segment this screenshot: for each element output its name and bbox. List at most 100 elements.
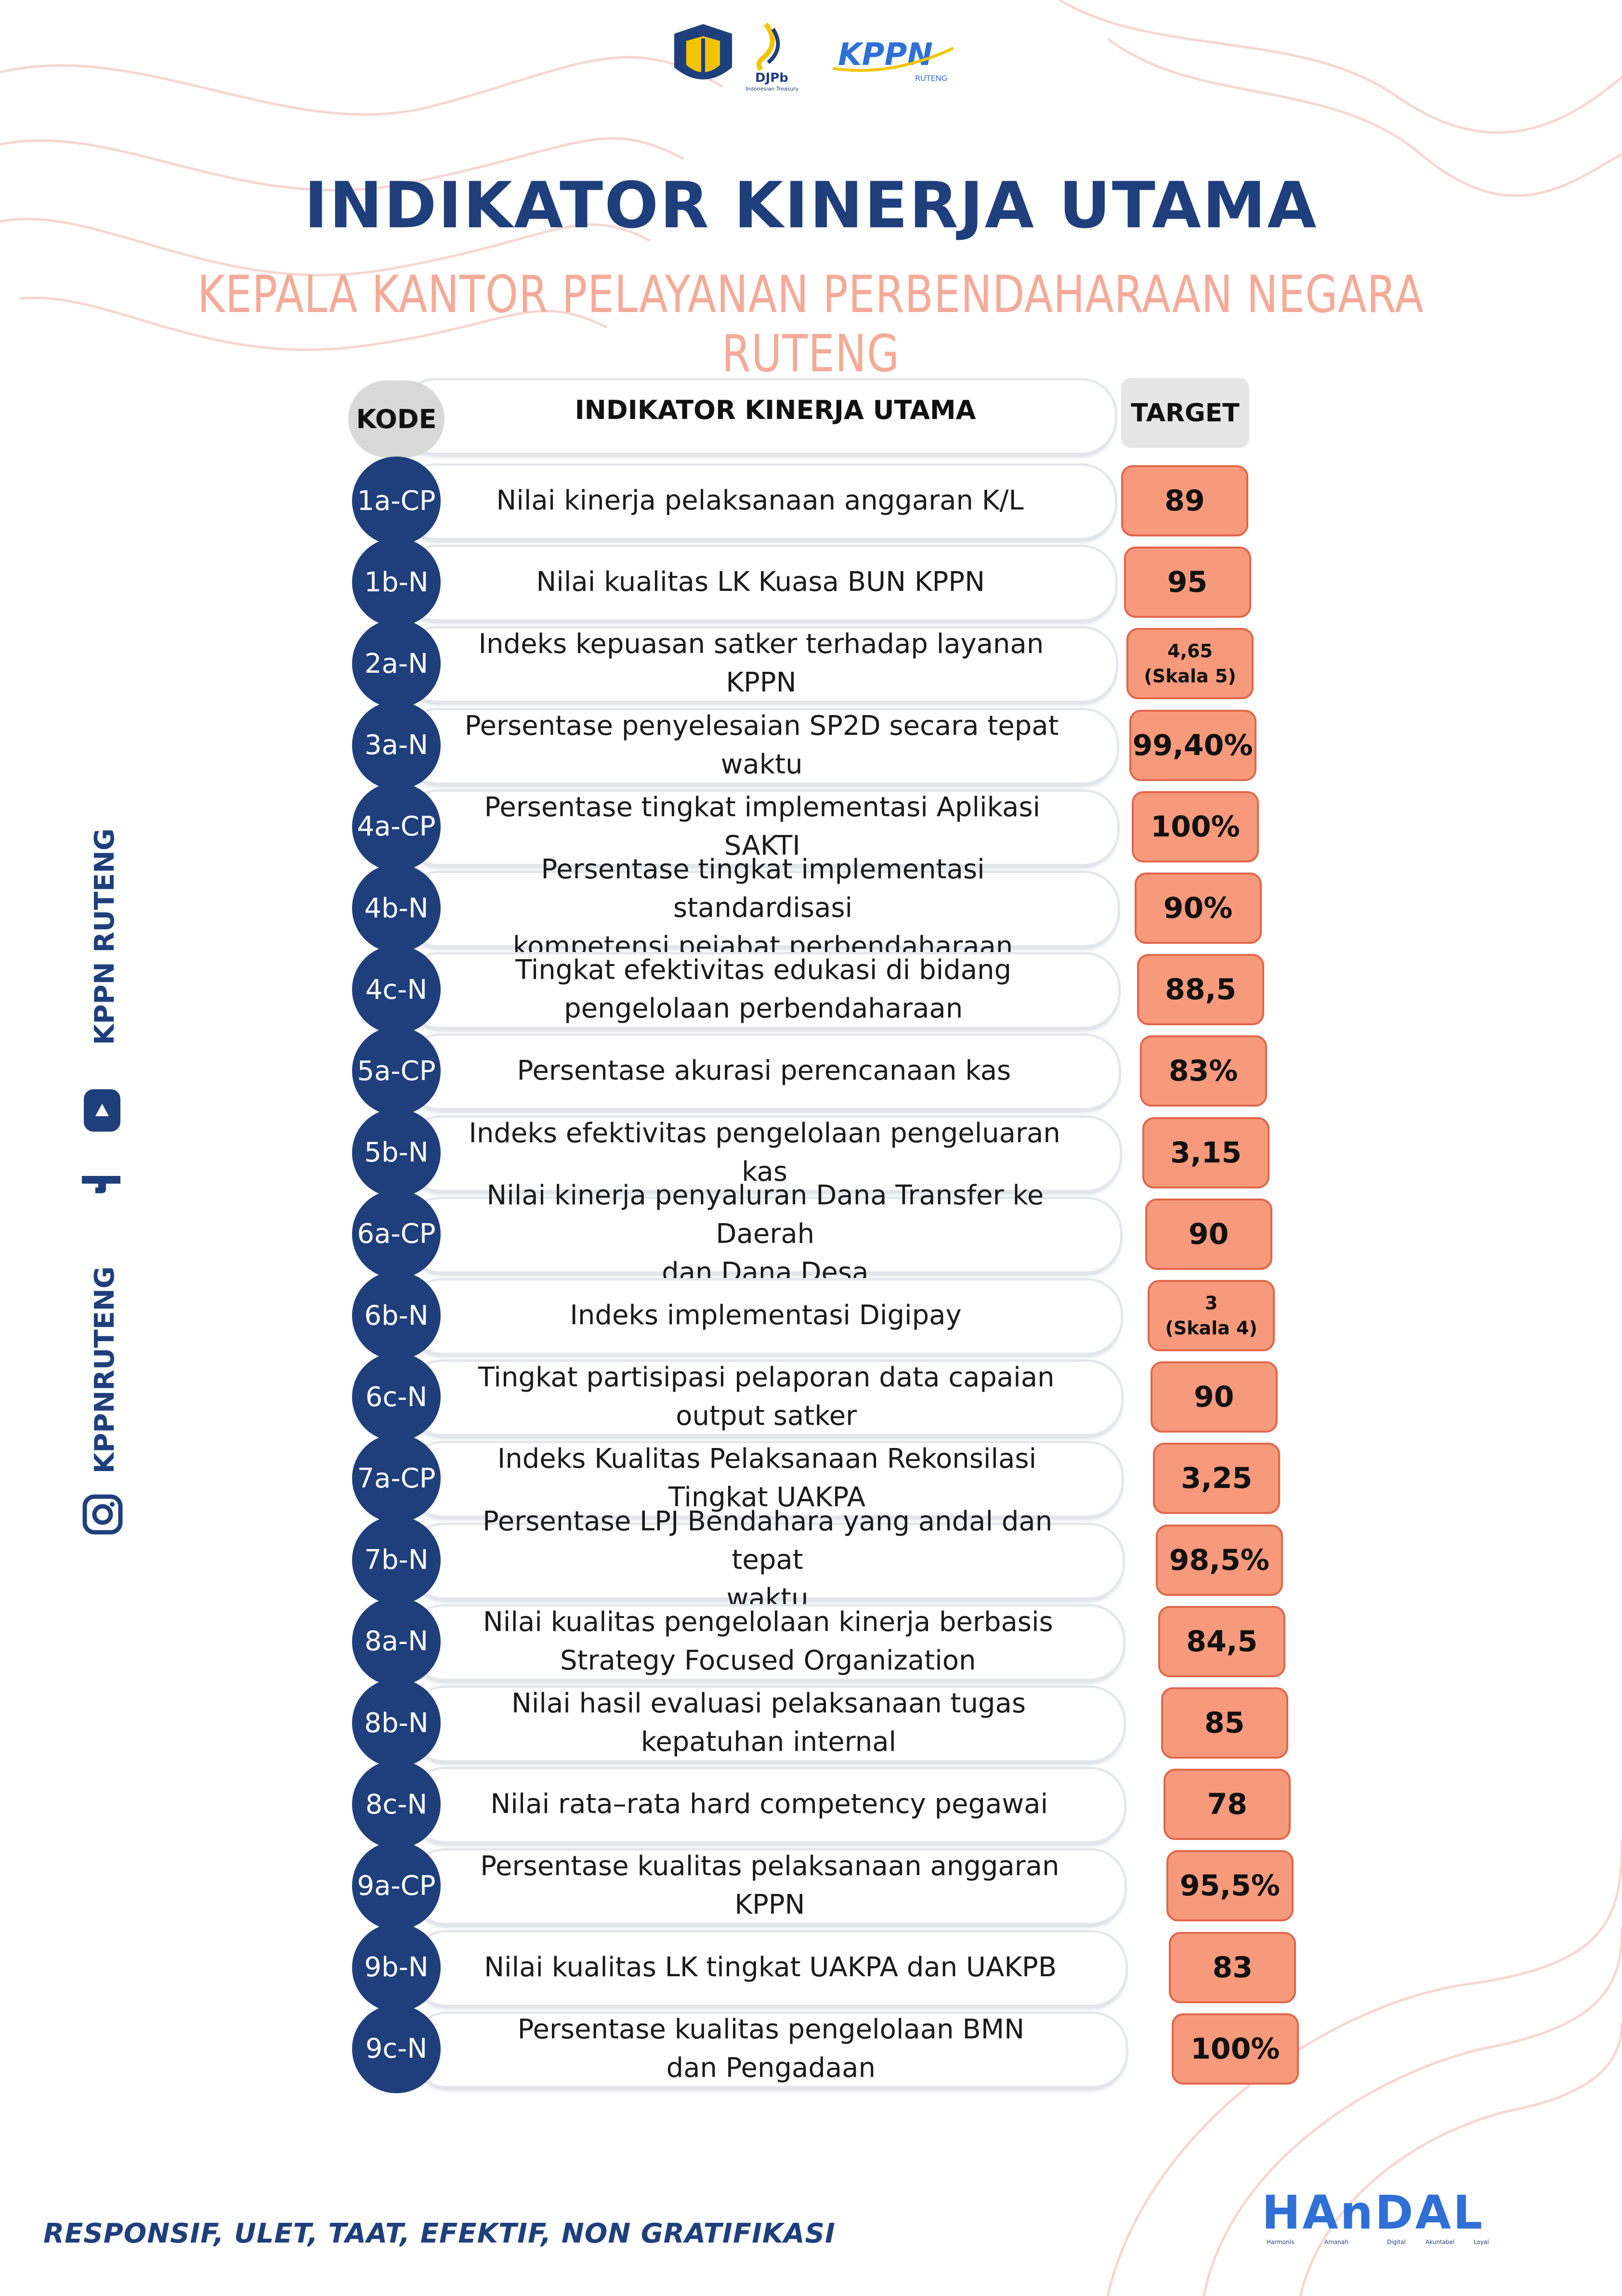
row-code: 9b-N <box>352 1923 441 2012</box>
row-indikator-line: Nilai kualitas LK tingkat UAKPA dan UAKP… <box>484 1951 1057 1983</box>
row-target-value: 88,5 <box>1165 973 1237 1007</box>
row-indikator: Nilai kualitas pengelolaan kinerja berba… <box>455 1601 1081 1683</box>
row-indikator-line: Indeks kepuasan satker terhadap layanan … <box>478 628 1044 699</box>
row-indikator-line: Indeks efektivitas pengelolaan pengeluar… <box>469 1117 1060 1149</box>
handal-word-2: Amanah <box>1324 2239 1348 2245</box>
row-indikator-line: Persentase kualitas pelaksanaan anggaran <box>480 1851 1060 1882</box>
row-indikator-line: Persentase LPJ Bendahara yang andal dan … <box>482 1505 1053 1576</box>
row-indikator-line: Nilai hasil evaluasi pelaksanaan tugas <box>511 1688 1026 1719</box>
row-target-value: 100% <box>1190 2032 1280 2066</box>
row-indikator: Indeks efektivitas pengelolaan pengeluar… <box>452 1112 1078 1194</box>
row-code: 3a-N <box>352 701 441 790</box>
row-indikator-line: Nilai kualitas LK Kuasa BUN KPPN <box>536 566 985 598</box>
row-indikator-line: Persentase tingkat implementasi Aplikasi… <box>484 791 1041 861</box>
row-indikator: Nilai kinerja penyaluran Dana Transfer k… <box>452 1180 1078 1288</box>
row-indikator: Nilai kinerja pelaksanaan anggaran K/L <box>447 460 1073 542</box>
youtube-icon <box>84 1089 120 1132</box>
row-indikator: Persentase LPJ Bendahara yang andal dan … <box>455 1506 1081 1614</box>
row-indikator: Indeks kepuasan satker terhadap layanan … <box>448 623 1074 704</box>
row-indikator: Tingkat partisipasi pelaporan data capai… <box>453 1356 1079 1438</box>
row-indikator: Indeks Kualitas Pelaksanaan Rekonsilasi T… <box>454 1437 1080 1519</box>
handal-logo-text: HAnDAL <box>1262 2190 1484 2240</box>
row-target: 99,40% <box>1129 709 1256 781</box>
sidebar-handle-bottom: KPPNRUTENG <box>89 1266 120 1474</box>
row-code: 4b-N <box>352 864 441 952</box>
row-indikator-line: kepatuhan internal <box>641 1726 897 1758</box>
row-code: 4c-N <box>352 945 441 1034</box>
row-indikator: Nilai hasil evaluasi pelaksanaan tugas ke… <box>456 1682 1082 1764</box>
row-code: 6a-CP <box>352 1189 441 1278</box>
row-indikator-line: Tingkat efektivitas edukasi di bidang <box>515 954 1012 986</box>
row-target-value: 3,15 <box>1170 1135 1242 1170</box>
row-indikator-line: Strategy Focused Organization <box>560 1644 976 1676</box>
row-indikator-line: Nilai kinerja pelaksanaan anggaran K/L <box>496 485 1024 516</box>
row-target-value: 85 <box>1204 1706 1245 1740</box>
row-pill <box>408 1685 1126 1762</box>
row-indikator-line: dan Pengadaan <box>666 2052 876 2084</box>
row-target-value: 84,5 <box>1186 1624 1258 1658</box>
header-indikator-pill <box>400 378 1117 455</box>
handal-word-5: Loyal <box>1474 2239 1489 2245</box>
row-target: 4,65 (Skala 5) <box>1126 628 1254 700</box>
row-target-value: 95 <box>1167 565 1208 600</box>
row-pill <box>406 1359 1124 1437</box>
row-pill <box>410 1930 1128 2007</box>
row-indikator-line: Indeks implementasi Digipay <box>570 1300 962 1331</box>
row-code: 5a-CP <box>352 1027 441 1116</box>
row-target: 100% <box>1132 791 1259 862</box>
header-indikator: INDIKATOR KINERJA UTAMA <box>575 395 976 425</box>
row-indikator: Nilai kualitas LK Kuasa BUN KPPN <box>447 541 1073 623</box>
sidebar-handle-top: KPPN RUTENG <box>89 828 120 1045</box>
handal-word-4: Akuntabel <box>1426 2239 1454 2245</box>
row-code: 6b-N <box>352 1271 441 1360</box>
kppn-sub: RUTENG <box>915 74 947 83</box>
row-target-value: 78 <box>1207 1787 1248 1822</box>
row-indikator: Persentase kualitas pelaksanaan anggaran… <box>457 1845 1083 1927</box>
row-target: 90 <box>1150 1361 1278 1433</box>
row-indikator: Nilai rata–rata hard competency pegawai <box>456 1763 1082 1845</box>
djpb-sub: Indonesian Treasury <box>746 86 799 91</box>
row-target: 88,5 <box>1137 954 1265 1026</box>
kppn-logo-text: KPPN <box>838 37 933 73</box>
row-indikator-line: Tingkat UAKPA <box>668 1482 865 1513</box>
row-target-value: 90 <box>1193 1380 1234 1414</box>
row-target: 90 <box>1145 1198 1272 1270</box>
row-indikator-line: Tingkat partisipasi pelaporan data capai… <box>478 1362 1055 1394</box>
core-values-footer: RESPONSIF, ULET, TAAT, EFEKTIF, NON GRAT… <box>43 2218 836 2249</box>
row-indikator-line: pengelolaan perbendaharaan <box>564 993 963 1025</box>
logo-group: DJPb Indonesian Treasury KPPN RUTENG <box>674 23 955 92</box>
row-target: 3 (Skala 4) <box>1148 1280 1275 1351</box>
row-indikator-line: Persentase penyelesaian SP2D secara tepa… <box>464 710 1059 780</box>
row-target: 78 <box>1164 1769 1291 1840</box>
row-pill <box>402 789 1120 866</box>
row-target-value: 3,25 <box>1181 1461 1253 1496</box>
row-target: 95 <box>1124 547 1251 618</box>
row-pill <box>407 1604 1125 1681</box>
row-indikator: Persentase akurasi perencanaan kas <box>451 1030 1077 1112</box>
row-target: 98,5% <box>1155 1524 1283 1596</box>
row-code: 8b-N <box>352 1679 441 1767</box>
row-indikator-line: kas <box>742 1156 788 1187</box>
handal-word-1: Harmonis <box>1267 2239 1294 2245</box>
row-target: 3,15 <box>1142 1117 1270 1188</box>
header-target: TARGET <box>1121 378 1249 448</box>
row-target-value: (Skala 4) <box>1165 1318 1257 1339</box>
row-indikator-line: Nilai rata–rata hard competency pegawai <box>490 1788 1048 1820</box>
handal-logo: HAnDAL Harmonis Amanah Digital Akuntabel… <box>1262 2190 1489 2245</box>
row-pill <box>400 545 1118 622</box>
row-target: 89 <box>1121 465 1248 536</box>
row-target-value: 90 <box>1188 1217 1229 1251</box>
row-indikator: Persentase tingkat implementasi standard… <box>450 854 1076 962</box>
row-indikator-line: Persentase tingkat implementasi standard… <box>541 854 985 924</box>
djpb-label: DJPb <box>755 71 788 85</box>
row-target: 83% <box>1139 1035 1267 1107</box>
row-code: 5b-N <box>352 1108 441 1197</box>
row-target-value: 100% <box>1151 809 1240 844</box>
page-subtitle: KEPALA KANTOR PELAYANAN PERBENDAHARAAN N… <box>197 265 1424 383</box>
row-target-value: 83% <box>1168 1054 1238 1088</box>
row-pill <box>401 626 1119 704</box>
row-target: 95,5% <box>1166 1850 1294 1922</box>
row-code: 8c-N <box>352 1760 441 1849</box>
